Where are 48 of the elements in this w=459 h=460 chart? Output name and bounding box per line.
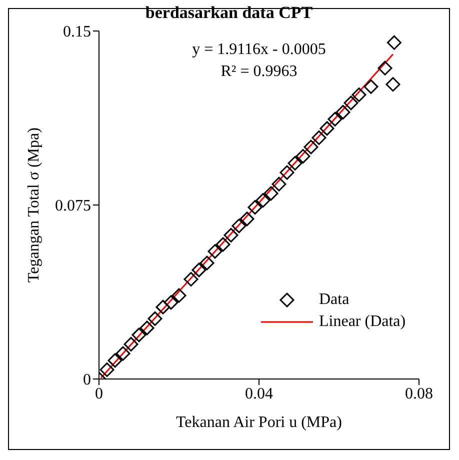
point xyxy=(364,79,378,94)
point xyxy=(328,112,342,126)
point xyxy=(156,300,170,314)
point xyxy=(208,244,222,259)
point xyxy=(352,88,366,102)
point xyxy=(224,228,238,242)
legend-label: Linear (Data) xyxy=(319,313,406,331)
point xyxy=(232,218,246,234)
point xyxy=(288,156,302,170)
x-axis-title: Tekanan Air Pori u (MPa) xyxy=(176,414,342,431)
point xyxy=(132,328,146,342)
point xyxy=(200,256,214,270)
y-tick-label: 0 xyxy=(83,372,91,389)
point xyxy=(344,96,358,110)
point xyxy=(108,353,122,368)
point xyxy=(248,200,262,215)
point xyxy=(386,35,402,50)
x-tick-label: 0 xyxy=(95,385,103,402)
point xyxy=(264,186,278,201)
point xyxy=(378,60,392,76)
point xyxy=(312,130,326,145)
point xyxy=(148,311,162,326)
point xyxy=(272,176,286,192)
point xyxy=(296,149,310,164)
point xyxy=(192,262,206,278)
point xyxy=(100,362,114,377)
point xyxy=(336,104,350,120)
point xyxy=(172,288,186,303)
point xyxy=(216,237,230,252)
y-tick-label: 0.15 xyxy=(63,24,91,41)
point xyxy=(280,165,294,180)
point xyxy=(256,193,270,208)
point xyxy=(116,346,130,361)
annotation: y = 1.9116x - 0.0005 xyxy=(191,41,327,59)
point xyxy=(124,336,138,352)
x-tick-label: 0.08 xyxy=(405,385,433,402)
point xyxy=(320,121,334,136)
x-tick-label: 0.04 xyxy=(245,385,273,402)
point xyxy=(164,295,178,310)
point xyxy=(240,212,254,226)
annotation: R² = 0.9963 xyxy=(220,63,298,81)
point xyxy=(140,320,154,336)
point xyxy=(386,77,400,92)
legend-label: Data xyxy=(319,291,350,309)
point xyxy=(184,272,198,286)
y-axis-title: Tegangan Total σ (Mpa) xyxy=(26,128,43,282)
y-tick-label: 0.075 xyxy=(55,198,91,215)
point xyxy=(304,140,318,154)
